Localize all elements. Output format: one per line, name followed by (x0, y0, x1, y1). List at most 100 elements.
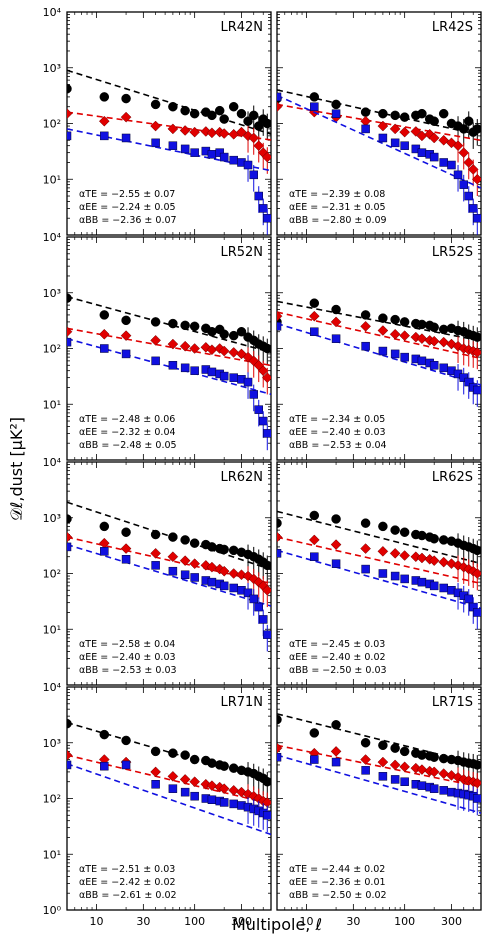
point-ee (218, 345, 230, 357)
point-ee (150, 334, 161, 346)
panel-lr62s (276, 461, 482, 686)
point-bb (190, 573, 199, 582)
point-bb (439, 158, 448, 167)
point-bb (151, 561, 160, 570)
point-te (429, 534, 439, 544)
point-te (189, 754, 200, 765)
point-te (399, 527, 410, 537)
x-tick-label: 30 (136, 915, 150, 928)
point-ee (377, 120, 389, 132)
point-bb (258, 416, 268, 426)
point-bb (254, 602, 263, 612)
point-bb (67, 131, 72, 141)
point-te (207, 110, 217, 121)
point-ee (189, 776, 201, 788)
point-te (99, 729, 110, 740)
point-ee (167, 551, 179, 563)
point-bb (151, 138, 160, 148)
point-bb (243, 377, 253, 387)
point-ee (458, 147, 470, 159)
point-bb (473, 608, 481, 617)
panel-label: LR52N (220, 245, 263, 260)
point-bb (378, 133, 388, 143)
point-te (248, 110, 259, 121)
alpha-ee: αEE = −2.40 ± 0.02 (289, 652, 386, 663)
point-bb (249, 594, 258, 604)
point-bb (229, 583, 238, 593)
point-te (309, 510, 320, 521)
alpha-bb: αBB = −2.50 ± 0.02 (289, 890, 387, 901)
point-te (390, 525, 400, 535)
point-te (262, 560, 271, 571)
plot-area (67, 718, 271, 836)
point-te (472, 332, 481, 342)
plot-area (277, 510, 481, 630)
point-bb (263, 811, 271, 820)
point-ee (389, 328, 401, 340)
point-bb (100, 131, 109, 141)
point-te (331, 514, 341, 524)
y-tick-label: 10² (43, 793, 61, 806)
point-bb (310, 755, 319, 764)
point-bb (190, 148, 199, 157)
point-te (67, 718, 72, 729)
point-bb (258, 615, 268, 624)
point-bb (361, 564, 370, 574)
alpha-te: αTE = −2.55 ± 0.07 (79, 189, 175, 200)
panel-lr42s (276, 11, 482, 236)
y-tick-label: 10³ (43, 287, 61, 300)
point-bb (100, 344, 109, 353)
point-ee (253, 140, 265, 152)
point-te (180, 320, 190, 331)
point-ee (179, 340, 191, 352)
panel-lr52n (66, 236, 272, 461)
point-bb (121, 760, 131, 770)
point-ee (167, 123, 179, 135)
point-te (150, 529, 161, 540)
point-bb (390, 775, 400, 784)
point-ee (471, 173, 481, 185)
point-ee (277, 531, 283, 543)
y-axis-title: 𝒟ℓ,dust [μK²] (7, 417, 26, 521)
point-bb (310, 327, 319, 336)
point-te (438, 535, 449, 545)
point-bb (473, 794, 481, 803)
point-te (219, 761, 229, 771)
point-te (67, 293, 72, 303)
point-te (214, 105, 225, 116)
point-ee (67, 326, 73, 338)
point-ee (428, 132, 440, 144)
point-te (399, 317, 410, 327)
point-te (207, 542, 217, 552)
point-bb (429, 581, 439, 591)
point-ee (206, 127, 218, 139)
point-bb (447, 160, 456, 170)
point-te (67, 84, 72, 94)
point-bb (417, 356, 427, 366)
panel-label: LR42N (220, 20, 263, 35)
x-tick-label: 30 (346, 915, 360, 928)
point-bb (229, 373, 238, 382)
alpha-ee: αEE = −2.42 ± 0.02 (79, 877, 176, 888)
point-ee (471, 777, 481, 789)
point-bb (361, 341, 370, 351)
alpha-ee: αEE = −2.31 ± 0.05 (289, 202, 386, 213)
panel-label: LR71S (432, 695, 473, 710)
point-te (378, 740, 388, 751)
x-tick-label: 10 (90, 915, 104, 928)
point-bb (168, 141, 178, 150)
point-bb (310, 102, 319, 111)
point-bb (417, 781, 427, 790)
x-axis-title: Multipole, ℓ (232, 915, 322, 934)
point-bb (378, 772, 388, 781)
point-ee (218, 565, 230, 577)
point-ee (228, 347, 240, 358)
alpha-te: αTE = −2.39 ± 0.08 (289, 189, 385, 200)
fit-line-ee (67, 754, 271, 805)
point-te (331, 720, 341, 730)
point-ee (452, 140, 464, 152)
plot-area (67, 69, 271, 235)
point-bb (243, 160, 253, 170)
y-tick-label: 10⁴ (43, 681, 62, 694)
point-ee (467, 164, 479, 175)
